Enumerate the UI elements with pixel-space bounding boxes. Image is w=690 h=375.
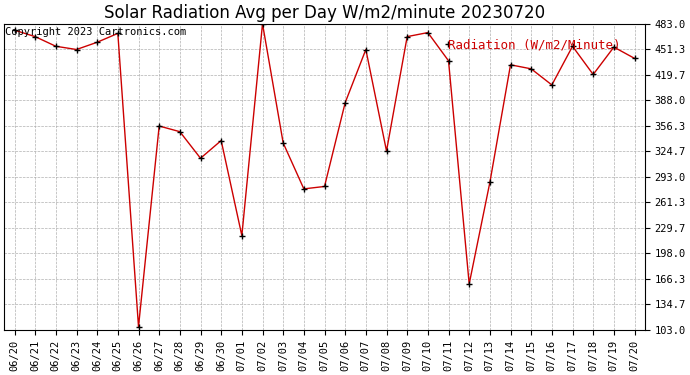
Radiation (W/m2/Minute) [197, 156, 205, 160]
Radiation (W/m2/Minute) [258, 21, 266, 26]
Legend: Radiation (W/m2/Minute): Radiation (W/m2/Minute) [443, 33, 626, 56]
Radiation (W/m2/Minute) [114, 31, 122, 36]
Text: Copyright 2023 Cartronics.com: Copyright 2023 Cartronics.com [6, 27, 187, 37]
Radiation (W/m2/Minute) [548, 83, 556, 87]
Radiation (W/m2/Minute) [31, 34, 39, 39]
Radiation (W/m2/Minute) [341, 100, 349, 105]
Radiation (W/m2/Minute) [424, 30, 432, 35]
Radiation (W/m2/Minute) [589, 72, 598, 77]
Radiation (W/m2/Minute) [527, 67, 535, 71]
Radiation (W/m2/Minute) [176, 129, 184, 134]
Radiation (W/m2/Minute) [10, 28, 19, 32]
Radiation (W/m2/Minute) [237, 233, 246, 238]
Radiation (W/m2/Minute) [52, 44, 60, 48]
Radiation (W/m2/Minute) [444, 58, 453, 63]
Radiation (W/m2/Minute) [72, 47, 81, 52]
Radiation (W/m2/Minute) [362, 47, 370, 52]
Radiation (W/m2/Minute) [569, 44, 577, 48]
Radiation (W/m2/Minute) [610, 45, 618, 50]
Radiation (W/m2/Minute) [279, 141, 287, 145]
Radiation (W/m2/Minute) [299, 187, 308, 191]
Radiation (W/m2/Minute) [135, 324, 143, 329]
Title: Solar Radiation Avg per Day W/m2/minute 20230720: Solar Radiation Avg per Day W/m2/minute … [104, 4, 545, 22]
Radiation (W/m2/Minute) [403, 34, 411, 39]
Radiation (W/m2/Minute) [486, 180, 494, 184]
Line: Radiation (W/m2/Minute): Radiation (W/m2/Minute) [12, 21, 638, 329]
Radiation (W/m2/Minute) [320, 184, 328, 189]
Radiation (W/m2/Minute) [506, 63, 515, 67]
Radiation (W/m2/Minute) [382, 149, 391, 153]
Radiation (W/m2/Minute) [631, 56, 639, 61]
Radiation (W/m2/Minute) [465, 282, 473, 286]
Radiation (W/m2/Minute) [93, 40, 101, 45]
Radiation (W/m2/Minute) [217, 138, 226, 143]
Radiation (W/m2/Minute) [155, 124, 164, 128]
